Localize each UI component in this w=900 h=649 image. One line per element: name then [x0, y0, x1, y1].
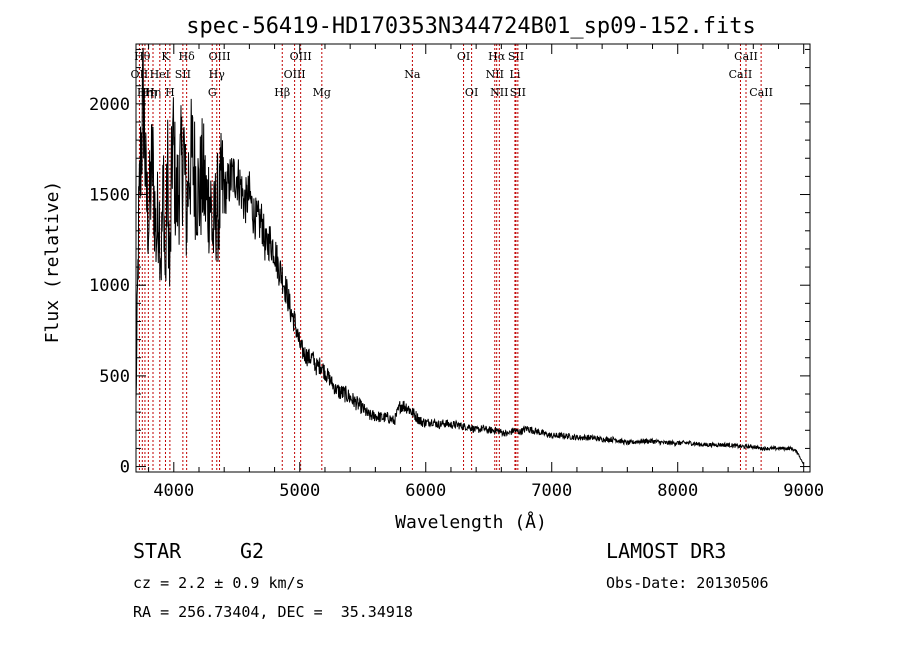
line-marker-label: OII [131, 68, 149, 81]
line-marker-label: Mg [313, 86, 331, 99]
y-tick-label: 1000 [89, 276, 130, 296]
x-tick-label: 4000 [153, 481, 194, 501]
line-marker-label: Hβ [274, 86, 290, 99]
survey-name: LAMOST DR3 [606, 539, 727, 563]
x-tick-label: 8000 [657, 481, 698, 501]
line-marker-label: K [161, 50, 170, 63]
line-marker-label: SII [508, 50, 524, 63]
line-marker-label: Na [404, 68, 421, 81]
line-marker-label: SII [175, 68, 191, 81]
line-marker-label: OIII [208, 50, 230, 63]
redshift-value: cz = 2.2 ± 0.9 km/s [133, 574, 305, 592]
line-marker-label: CaII [749, 86, 773, 99]
line-marker-label: NII [486, 68, 504, 81]
plot-frame [135, 43, 811, 473]
coordinates: RA = 256.73404, DEC = 35.34918 [133, 603, 413, 621]
line-marker-label: CaII [729, 68, 753, 81]
line-marker-label: OIII [284, 68, 306, 81]
line-marker-label: CaII [734, 50, 758, 63]
line-marker-label: HeI [150, 68, 170, 81]
line-marker-label: H [165, 86, 175, 99]
obs-date: Obs-Date: 20130506 [606, 574, 769, 592]
axis-ticks: 4000 5000 6000 7000 8000 9000 0 500 1000 1500 2000 [89, 44, 824, 501]
y-tick-label: 1500 [89, 186, 130, 206]
x-tick-label: 6000 [405, 481, 446, 501]
line-marker-label: OIII [290, 50, 312, 63]
x-tick-label: 9000 [783, 481, 824, 501]
x-axis-label: Wavelength (Å) [395, 511, 547, 533]
object-subclass: G2 [240, 539, 265, 563]
line-marker-label: Hδ [179, 50, 196, 63]
line-marker-label: Hη [137, 86, 153, 99]
y-tick-label: 0 [120, 458, 130, 478]
line-marker-label: G [208, 86, 217, 99]
y-axis-label: Flux (relative) [42, 181, 63, 344]
x-tick-label: 5000 [279, 481, 320, 501]
line-marker-label: OI [465, 86, 478, 99]
line-marker-label: Hη [145, 86, 161, 99]
line-marker-label: NII [490, 86, 508, 99]
line-marker-label: Hα [488, 50, 506, 63]
series-line-flux [135, 47, 804, 465]
x-tick-label: 7000 [531, 481, 572, 501]
line-marker-label: Hγ [209, 68, 226, 81]
line-marker-label: OI [457, 50, 470, 63]
y-tick-label: 2000 [89, 95, 130, 115]
y-tick-label: 500 [99, 367, 130, 387]
line-marker-label: SII [510, 86, 526, 99]
chart-title: spec-56419-HD170353N344724B01_sp09-152.f… [186, 14, 756, 39]
line-marker-label: Li [510, 68, 521, 81]
line-markers: OIIHθHηHηHηHeIKHSIIHδGHγOIIIHβOIIIOIIIMg… [131, 44, 773, 472]
object-class: STAR [133, 539, 182, 563]
